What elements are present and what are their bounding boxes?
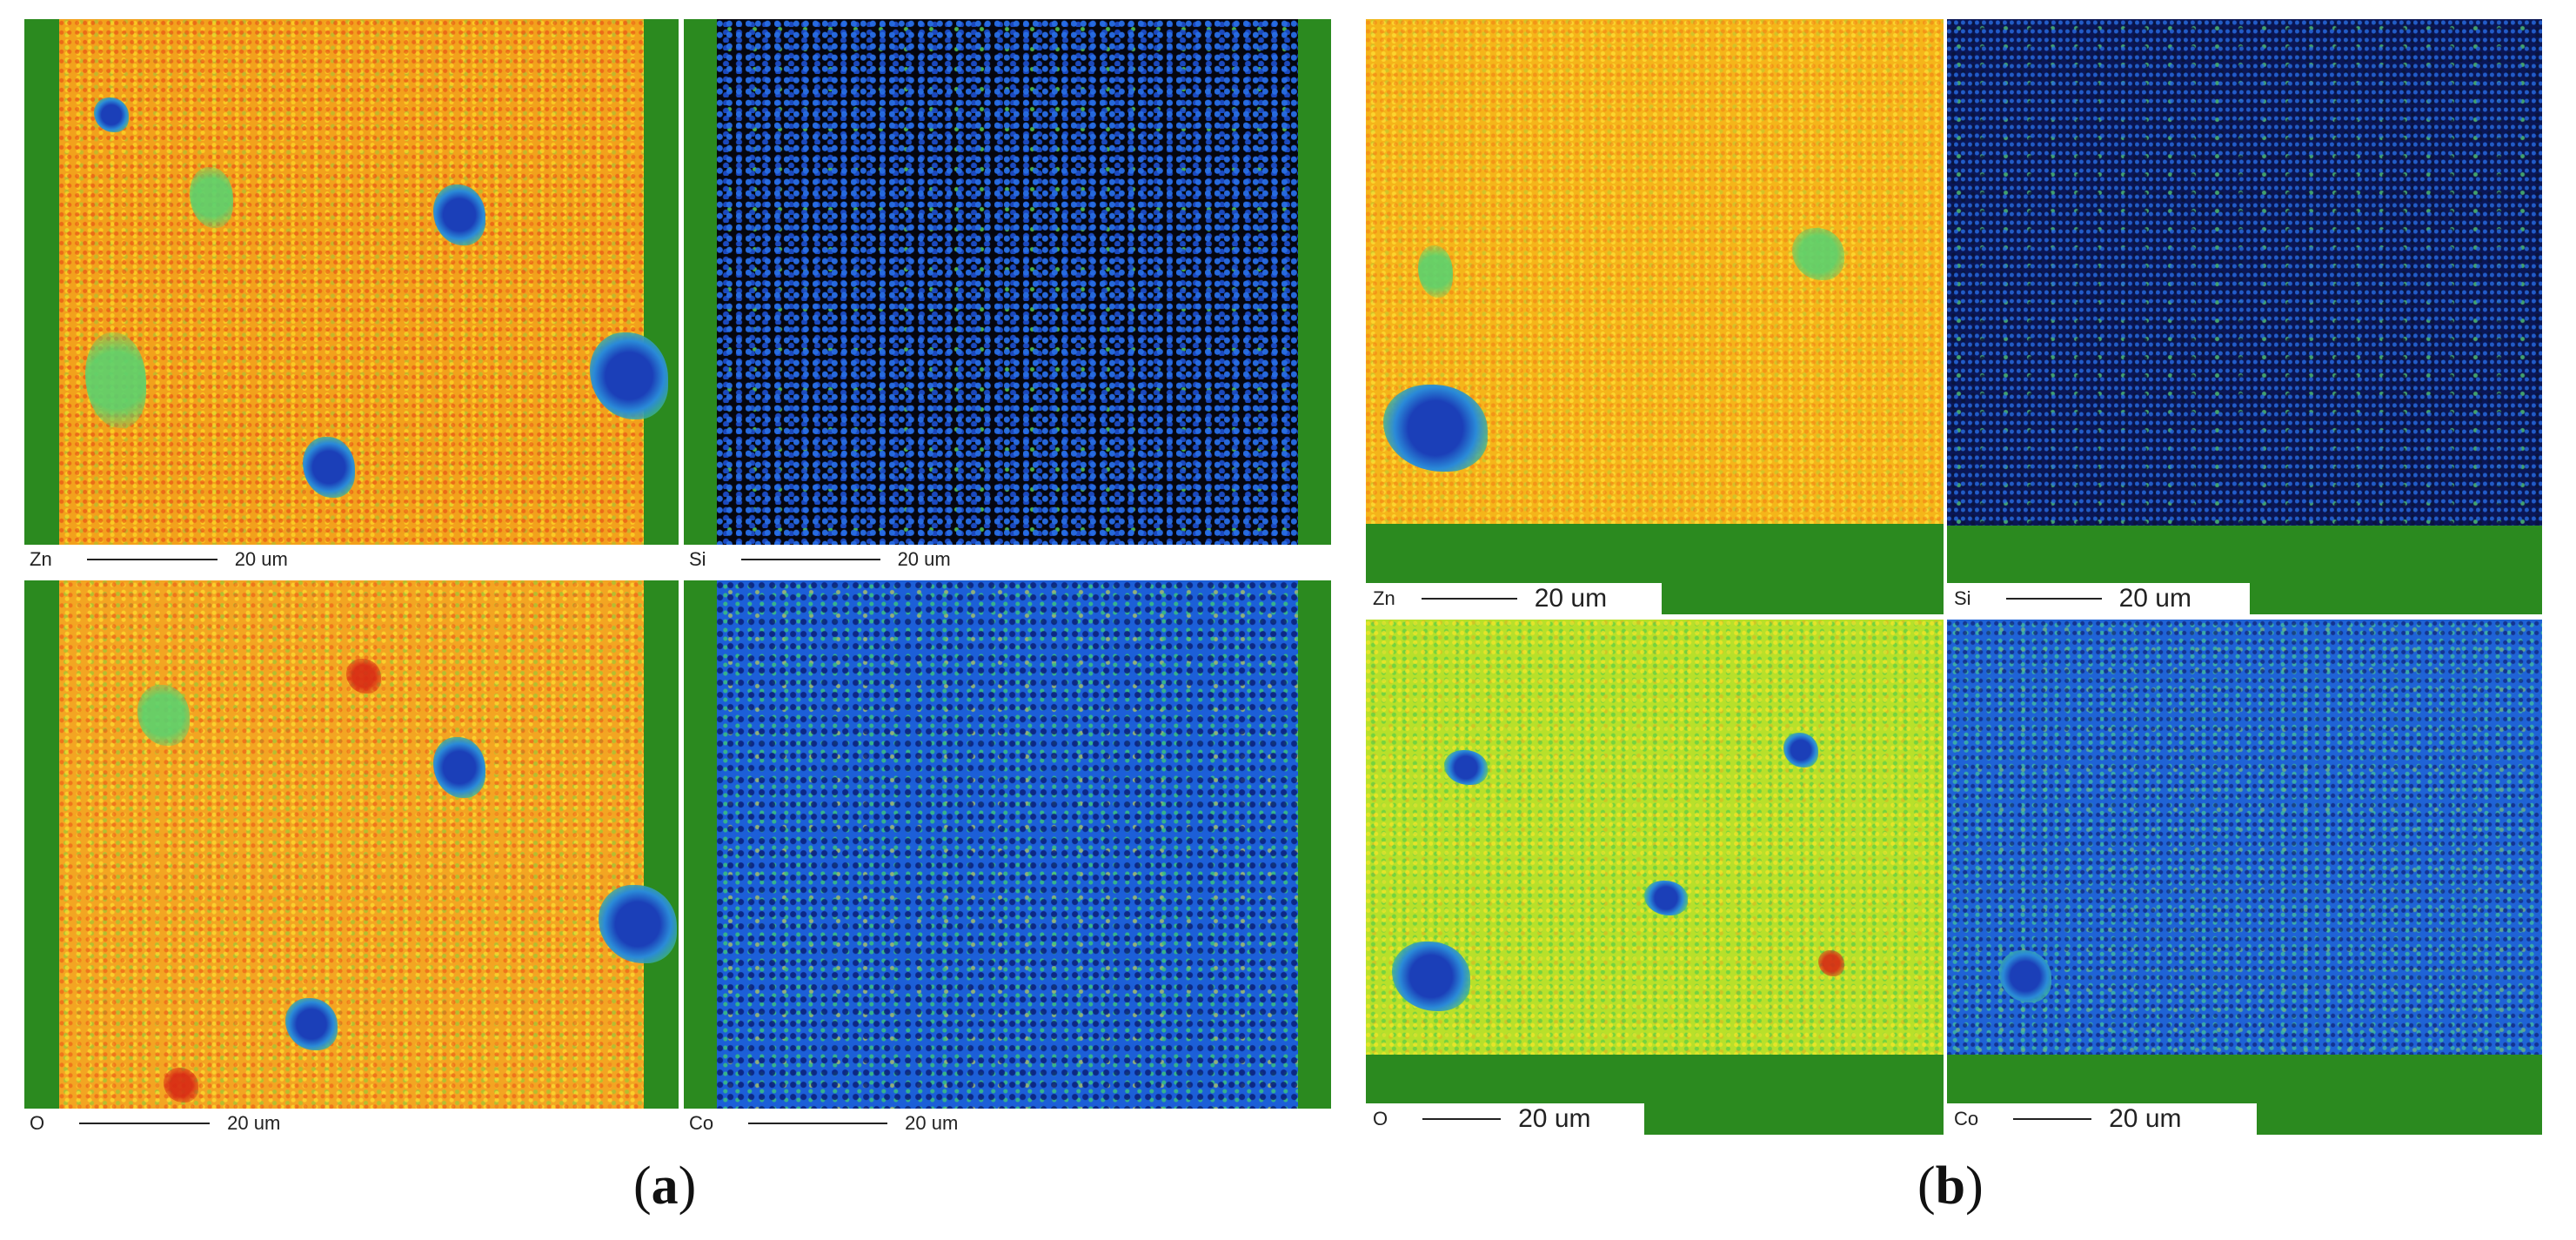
panel-b-si-map: Si 20 um	[1947, 19, 2542, 614]
scale-label: 20 um	[2109, 1104, 2182, 1133]
scale-bar	[86, 559, 217, 560]
o-element-map-image	[59, 580, 677, 1138]
panel-a-zn-map: Zn 20 um	[24, 19, 679, 574]
element-label: Co	[689, 1112, 714, 1134]
scale-bar	[2013, 1118, 2092, 1120]
element-label: Si	[689, 548, 706, 570]
element-label: Co	[1954, 1108, 1979, 1129]
scale-bar	[740, 559, 880, 560]
panel-a-o-map: O 20 um	[24, 580, 679, 1138]
element-label: O	[30, 1112, 45, 1134]
scale-label: 20 um	[2118, 584, 2191, 613]
panel-b-zn-map: Zn 20 um	[1366, 19, 1944, 614]
zn-element-map-image	[59, 19, 668, 574]
panel-a-co-map: Co 20 um	[684, 580, 1331, 1138]
zn-element-map-image	[1366, 19, 1944, 524]
panel-b-o-map: O 20 um	[1366, 620, 1944, 1135]
panel-a-si-map: Si 20 um	[684, 19, 1331, 574]
co-element-map-image	[717, 580, 1298, 1138]
si-element-map-image	[717, 19, 1298, 574]
scale-label: 20 um	[227, 1112, 281, 1134]
scale-bar	[1422, 1118, 1502, 1120]
scale-bar	[79, 1123, 211, 1124]
panel-b-co-map: Co 20 um	[1947, 620, 2542, 1135]
co-element-map-image	[1947, 620, 2542, 1055]
scale-label: 20 um	[234, 548, 288, 570]
element-label: Si	[1954, 587, 1971, 609]
scale-label: 20 um	[897, 548, 951, 570]
scale-label: 20 um	[905, 1112, 959, 1134]
caption-a: (a)	[633, 1156, 697, 1216]
element-label: O	[1373, 1108, 1388, 1129]
scale-label: 20 um	[1534, 584, 1608, 613]
caption-b: (b)	[1917, 1156, 1984, 1216]
scale-label: 20 um	[1518, 1104, 1591, 1133]
scale-bar	[748, 1123, 888, 1124]
o-element-map-image	[1366, 620, 1944, 1055]
element-label: Zn	[1373, 587, 1395, 609]
scale-bar	[1421, 598, 1517, 600]
scale-bar	[2005, 598, 2102, 600]
element-label: Zn	[30, 548, 52, 570]
si-element-map-image	[1947, 19, 2542, 526]
